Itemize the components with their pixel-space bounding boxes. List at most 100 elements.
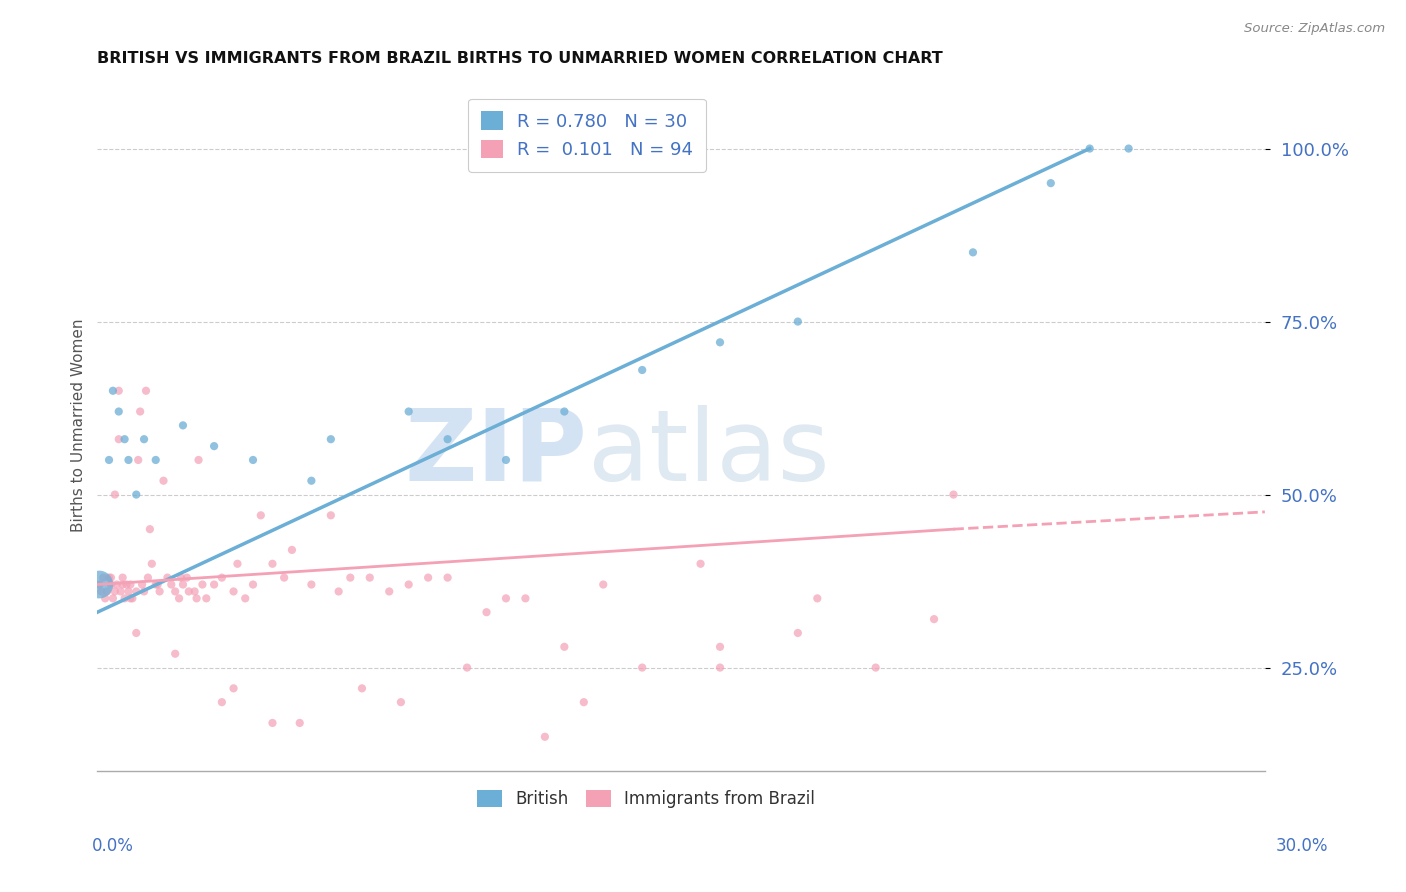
Point xyxy=(100,577,122,591)
Point xyxy=(211,571,233,585)
Point xyxy=(117,584,139,599)
Point xyxy=(1118,142,1140,156)
Legend: British, Immigrants from Brazil: British, Immigrants from Brazil xyxy=(471,783,821,815)
Point xyxy=(125,626,148,640)
Point xyxy=(436,571,458,585)
Point xyxy=(149,584,172,599)
Point xyxy=(111,571,134,585)
Point xyxy=(262,557,284,571)
Point xyxy=(101,591,124,606)
Point xyxy=(110,584,132,599)
Point xyxy=(202,439,225,453)
Point xyxy=(96,584,118,599)
Text: Source: ZipAtlas.com: Source: ZipAtlas.com xyxy=(1244,22,1385,36)
Point xyxy=(89,577,111,591)
Point xyxy=(115,577,138,591)
Point xyxy=(165,584,187,599)
Point xyxy=(183,584,205,599)
Point xyxy=(689,557,711,571)
Point xyxy=(98,453,121,467)
Point xyxy=(922,612,945,626)
Point xyxy=(167,591,190,606)
Point xyxy=(120,577,142,591)
Point xyxy=(962,245,984,260)
Point xyxy=(281,543,304,558)
Point xyxy=(398,404,420,418)
Point xyxy=(1039,176,1062,190)
Point xyxy=(339,571,361,585)
Point xyxy=(176,571,198,585)
Point xyxy=(114,432,136,446)
Point xyxy=(125,487,148,501)
Point xyxy=(172,418,194,433)
Point xyxy=(170,571,193,585)
Point xyxy=(114,591,136,606)
Point xyxy=(146,577,169,591)
Point xyxy=(222,681,245,696)
Point xyxy=(202,577,225,591)
Point xyxy=(389,695,412,709)
Point xyxy=(709,640,731,654)
Point xyxy=(475,605,498,619)
Point xyxy=(222,584,245,599)
Point xyxy=(319,432,342,446)
Point xyxy=(177,584,200,599)
Point xyxy=(495,591,517,606)
Point xyxy=(136,571,159,585)
Point xyxy=(91,571,114,585)
Point xyxy=(456,660,478,674)
Point xyxy=(262,715,284,730)
Point xyxy=(89,577,111,591)
Point xyxy=(553,640,575,654)
Text: 0.0%: 0.0% xyxy=(91,837,134,855)
Point xyxy=(152,474,174,488)
Point xyxy=(172,577,194,591)
Point xyxy=(806,591,828,606)
Point xyxy=(211,695,233,709)
Point xyxy=(186,591,208,606)
Text: ZIP: ZIP xyxy=(405,405,588,501)
Point xyxy=(242,453,264,467)
Point xyxy=(100,571,122,585)
Point xyxy=(359,571,381,585)
Point xyxy=(131,577,153,591)
Point xyxy=(191,577,214,591)
Point xyxy=(105,577,128,591)
Text: atlas: atlas xyxy=(588,405,830,501)
Point xyxy=(117,453,139,467)
Point xyxy=(350,681,373,696)
Point xyxy=(226,557,249,571)
Point xyxy=(94,591,117,606)
Point xyxy=(233,591,256,606)
Point xyxy=(1078,142,1101,156)
Text: BRITISH VS IMMIGRANTS FROM BRAZIL BIRTHS TO UNMARRIED WOMEN CORRELATION CHART: BRITISH VS IMMIGRANTS FROM BRAZIL BIRTHS… xyxy=(97,51,943,66)
Point xyxy=(187,453,209,467)
Point xyxy=(101,384,124,398)
Point xyxy=(273,571,295,585)
Text: 30.0%: 30.0% xyxy=(1277,837,1329,855)
Point xyxy=(141,557,163,571)
Point xyxy=(145,453,167,467)
Point xyxy=(378,584,401,599)
Point xyxy=(288,715,311,730)
Point xyxy=(160,577,183,591)
Point xyxy=(786,314,808,328)
Point xyxy=(398,577,420,591)
Point xyxy=(107,404,129,418)
Point xyxy=(865,660,887,674)
Point xyxy=(132,432,155,446)
Point xyxy=(135,384,157,398)
Point xyxy=(299,474,322,488)
Point xyxy=(515,591,537,606)
Point xyxy=(631,660,654,674)
Point xyxy=(572,695,595,709)
Point xyxy=(98,571,121,585)
Point xyxy=(319,508,342,523)
Point xyxy=(107,384,129,398)
Point xyxy=(132,584,155,599)
Point xyxy=(195,591,218,606)
Point xyxy=(145,577,167,591)
Point xyxy=(107,432,129,446)
Point xyxy=(121,591,143,606)
Point xyxy=(709,660,731,674)
